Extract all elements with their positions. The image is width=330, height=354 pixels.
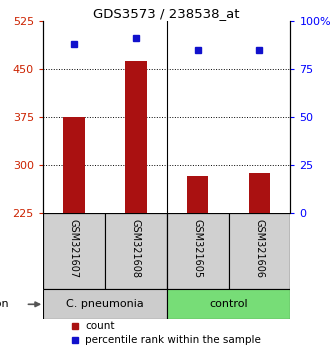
- Bar: [167, 290, 290, 319]
- Text: control: control: [209, 299, 248, 309]
- Text: count: count: [85, 321, 115, 331]
- Bar: [105, 213, 167, 290]
- Bar: [43, 213, 105, 290]
- Text: GSM321605: GSM321605: [193, 219, 203, 278]
- Text: percentile rank within the sample: percentile rank within the sample: [85, 335, 261, 345]
- Bar: [228, 213, 290, 290]
- Bar: [125, 62, 147, 213]
- Bar: [248, 173, 270, 213]
- Text: GSM321606: GSM321606: [254, 219, 264, 278]
- Text: GSM321608: GSM321608: [131, 219, 141, 278]
- Text: GSM321607: GSM321607: [69, 219, 79, 278]
- Title: GDS3573 / 238538_at: GDS3573 / 238538_at: [93, 7, 240, 20]
- Text: C. pneumonia: C. pneumonia: [66, 299, 144, 309]
- Text: infection: infection: [0, 299, 9, 309]
- Bar: [167, 213, 228, 290]
- Bar: [187, 176, 209, 213]
- Bar: [43, 290, 167, 319]
- Bar: [63, 117, 85, 213]
